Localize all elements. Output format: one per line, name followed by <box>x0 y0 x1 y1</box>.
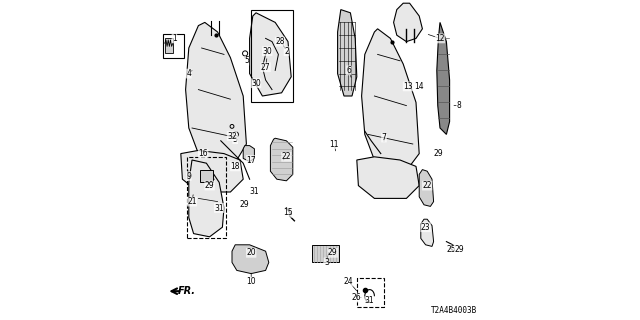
Text: T2A4B4003B: T2A4B4003B <box>431 306 477 315</box>
Text: 16: 16 <box>198 149 208 158</box>
Polygon shape <box>232 245 269 274</box>
Text: 29: 29 <box>328 248 338 257</box>
Text: 10: 10 <box>246 277 256 286</box>
Text: 5: 5 <box>233 135 237 144</box>
Polygon shape <box>437 22 450 134</box>
Text: 29: 29 <box>240 200 250 209</box>
Text: 13: 13 <box>403 82 413 91</box>
Polygon shape <box>243 146 254 162</box>
Bar <box>312 245 339 262</box>
Text: 30: 30 <box>251 79 261 88</box>
Text: 31: 31 <box>365 296 374 305</box>
Text: 22: 22 <box>282 152 291 161</box>
Text: 6: 6 <box>346 66 351 75</box>
Text: 14: 14 <box>414 82 424 91</box>
Polygon shape <box>189 160 224 237</box>
Text: FR.: FR. <box>178 286 196 296</box>
Polygon shape <box>394 3 422 42</box>
Text: 1: 1 <box>172 34 177 43</box>
Text: 2: 2 <box>284 47 289 56</box>
Polygon shape <box>186 22 246 166</box>
Text: 9: 9 <box>186 172 191 180</box>
Text: 25: 25 <box>446 245 456 254</box>
Text: 24: 24 <box>344 277 354 286</box>
Polygon shape <box>357 157 419 198</box>
Bar <box>200 170 212 182</box>
Text: 11: 11 <box>330 140 339 148</box>
Text: 29: 29 <box>433 149 444 158</box>
Text: 27: 27 <box>260 63 271 72</box>
Text: 17: 17 <box>246 156 256 164</box>
Polygon shape <box>362 29 419 173</box>
Text: 15: 15 <box>283 208 293 217</box>
Polygon shape <box>421 219 434 246</box>
Text: 7: 7 <box>381 133 387 142</box>
Polygon shape <box>181 150 243 192</box>
Text: 29: 29 <box>205 181 214 190</box>
Polygon shape <box>338 10 357 96</box>
Text: 3: 3 <box>324 258 329 267</box>
Text: 29: 29 <box>454 245 464 254</box>
Text: 4: 4 <box>186 69 191 78</box>
Text: 12: 12 <box>435 34 445 43</box>
Text: 31: 31 <box>214 204 224 212</box>
Text: 21: 21 <box>188 197 196 206</box>
Text: 32: 32 <box>227 132 237 140</box>
Text: 8: 8 <box>457 101 461 110</box>
Polygon shape <box>250 13 291 96</box>
Text: 20: 20 <box>246 248 256 257</box>
Polygon shape <box>270 138 292 181</box>
Text: 23: 23 <box>420 223 431 232</box>
Text: 22: 22 <box>422 181 432 190</box>
Text: 28: 28 <box>275 37 285 46</box>
Text: 30: 30 <box>262 47 272 56</box>
Text: 31: 31 <box>250 188 259 196</box>
Bar <box>165 38 173 53</box>
Text: 5: 5 <box>244 56 249 65</box>
Text: 18: 18 <box>230 162 240 171</box>
Text: 26: 26 <box>352 293 362 302</box>
Polygon shape <box>419 170 434 206</box>
